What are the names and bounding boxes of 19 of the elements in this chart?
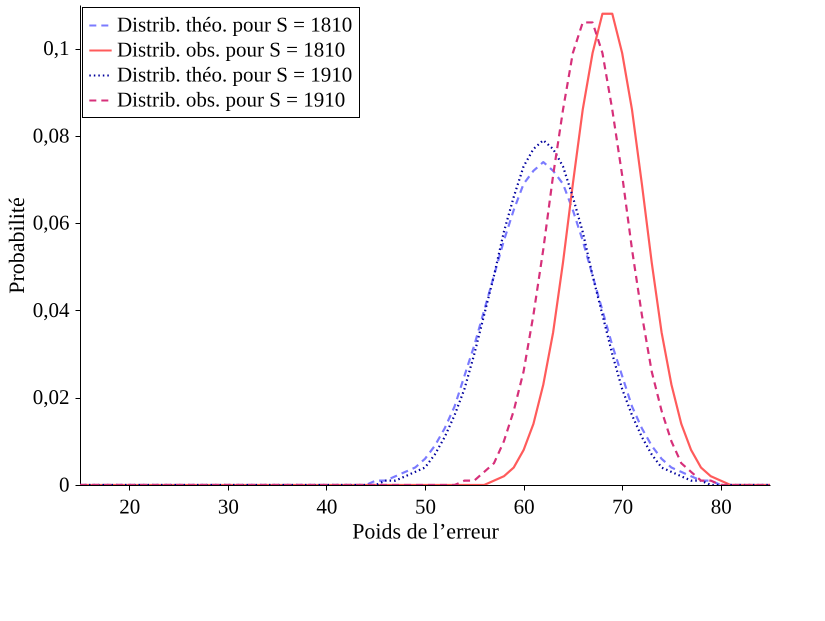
x-axis-title: Poids de l’erreur	[352, 518, 500, 544]
y-axis-title: Probabilité	[4, 197, 29, 294]
x-tick-label: 20	[119, 494, 140, 518]
legend-label: Distrib. théo. pour S = 1810	[117, 12, 352, 36]
y-tick-label: 0,02	[32, 385, 70, 410]
y-tick-label: 0,08	[32, 123, 70, 148]
x-tick-label: 70	[612, 494, 634, 518]
y-tick-label: 0,04	[32, 298, 70, 322]
x-tick-label: 40	[316, 494, 338, 518]
legend-label: Distrib. obs. pour S = 1910	[117, 88, 346, 112]
y-tick-label: 0,06	[32, 210, 70, 235]
legend-label: Distrib. obs. pour S = 1810	[117, 38, 346, 62]
x-tick-label: 50	[415, 494, 436, 518]
y-tick-label: 0	[59, 472, 70, 496]
x-tick-label: 80	[710, 494, 732, 518]
legend-label: Distrib. théo. pour S = 1910	[117, 62, 352, 86]
y-tick-label: 0,1	[43, 36, 70, 60]
x-tick-label: 60	[514, 494, 535, 518]
x-tick-label: 30	[218, 494, 239, 518]
